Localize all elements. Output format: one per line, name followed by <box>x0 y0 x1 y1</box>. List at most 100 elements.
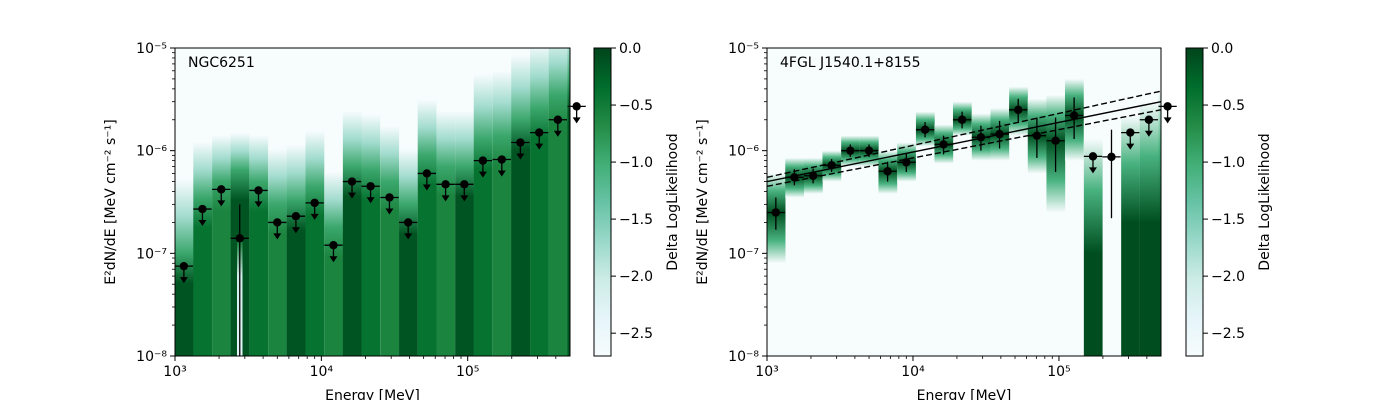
data-point <box>1046 117 1065 172</box>
point-marker <box>572 102 581 111</box>
upper-limit-arrow <box>460 195 469 202</box>
colorbar-tick-label: −2.0 <box>619 269 653 285</box>
y-axis-label: E²dN/dE [MeV cm⁻² s⁻¹] <box>695 119 711 284</box>
data-point <box>915 122 935 138</box>
likelihood-column <box>1158 88 1161 356</box>
upper-limit-arrow <box>535 143 544 150</box>
point-marker <box>771 208 781 217</box>
point-marker <box>347 177 357 186</box>
point-marker <box>329 241 338 250</box>
likelihood-column <box>342 111 362 356</box>
point-marker <box>497 155 507 164</box>
upper-limit-point <box>436 180 455 202</box>
point-marker <box>976 133 986 142</box>
point-marker <box>920 125 930 134</box>
point-marker <box>254 186 263 195</box>
upper-limit-point <box>268 218 287 240</box>
x-tick-label: 10³ <box>755 364 778 380</box>
point-marker <box>535 128 544 137</box>
upper-limit-point <box>548 115 567 137</box>
data-points <box>174 102 586 356</box>
upper-limit-arrow <box>254 201 263 208</box>
point-marker <box>441 180 450 189</box>
likelihood-column <box>305 130 325 356</box>
colorbar-tick-label: −0.5 <box>619 98 653 114</box>
upper-limit-arrow <box>516 153 525 160</box>
likelihood-heatmap <box>767 78 1161 356</box>
point-marker <box>864 146 874 155</box>
model-line-dashed <box>767 109 1161 187</box>
chart-panel-4fgl-j1540: 10³ 10⁴ 10⁵ 10⁻⁸ 10⁻⁷ 10⁻⁶ 10⁻⁵ 4FGL J1540.1+81… <box>695 41 1273 400</box>
data-point <box>230 204 249 356</box>
point-marker <box>366 182 375 191</box>
likelihood-column <box>1083 138 1103 356</box>
upper-limit-point <box>174 261 194 284</box>
colorbar-tick-label: −1.5 <box>1211 212 1245 228</box>
upper-limit-arrow <box>1163 117 1172 124</box>
data-points <box>766 97 1177 230</box>
upper-limit-arrow <box>553 130 562 137</box>
colorbar-tick-label: −1.0 <box>619 155 653 171</box>
colorbar-tick-label: −2.0 <box>1211 269 1245 285</box>
upper-limit-point <box>567 102 586 124</box>
point-marker <box>1051 136 1060 145</box>
colorbar-tick-label: −2.5 <box>619 326 653 342</box>
likelihood-column <box>567 48 570 356</box>
point-marker <box>902 158 911 167</box>
upper-limit-arrow <box>1088 167 1097 174</box>
data-point <box>897 152 916 172</box>
colorbar-tick-label: −0.5 <box>1211 98 1245 114</box>
data-point <box>971 125 991 151</box>
x-tick-label: 10³ <box>163 364 186 380</box>
upper-limit-arrow <box>366 197 375 204</box>
point-marker <box>995 129 1004 139</box>
point-marker <box>1163 102 1172 111</box>
point-marker <box>179 261 189 271</box>
upper-limit-point <box>286 211 306 234</box>
point-marker <box>1088 152 1098 161</box>
upper-limit-arrow <box>422 184 431 191</box>
upper-limit-point <box>361 182 380 204</box>
upper-limit-arrow <box>441 195 450 202</box>
point-marker <box>291 211 301 221</box>
likelihood-column <box>361 114 381 356</box>
likelihood-column <box>249 135 269 356</box>
point-marker <box>516 138 525 147</box>
point-marker <box>1069 111 1079 120</box>
upper-limit-point <box>511 138 530 160</box>
data-point <box>990 120 1009 149</box>
point-marker <box>478 156 488 165</box>
upper-limit-arrow <box>385 208 394 215</box>
colorbar-tick-label: −1.0 <box>1211 155 1245 171</box>
point-marker <box>1126 128 1135 137</box>
y-axis-label: E²dN/dE [MeV cm⁻² s⁻¹] <box>103 119 119 284</box>
likelihood-column <box>324 171 344 356</box>
point-marker <box>939 140 948 149</box>
upper-limit-point <box>342 177 362 199</box>
likelihood-column <box>193 142 213 356</box>
upper-limit-point <box>473 156 493 178</box>
upper-limit-arrow <box>1144 130 1153 137</box>
upper-limit-point <box>249 186 268 208</box>
upper-limit-arrow <box>404 233 413 240</box>
data-point <box>766 197 785 230</box>
upper-limit-point <box>455 180 474 202</box>
point-marker <box>808 171 818 180</box>
axes-frame <box>766 47 1162 357</box>
chart-panel-ngc6251: 10³ 10⁴ 10⁵ 10⁻⁸ 10⁻⁷ 10⁻⁶ 10⁻⁵ NGC6251 Energy [… <box>103 41 681 400</box>
upper-limit-point <box>417 169 437 191</box>
colorbar-tick-label: 0.0 <box>1211 41 1233 57</box>
colorbar: 0.0 −0.5 −1.0 −1.5 −2.0 −2.5 Delta LogLikeliho… <box>593 41 681 357</box>
y-tick-label: 10⁻⁷ <box>136 246 167 262</box>
data-point <box>841 144 860 157</box>
likelihood-column <box>1139 101 1159 356</box>
likelihood-column <box>286 144 306 356</box>
colorbar-tick-label: −1.5 <box>619 212 653 228</box>
upper-limit-arrow <box>179 277 188 284</box>
upper-limit-arrow <box>198 220 207 227</box>
point-marker <box>1107 152 1116 162</box>
y-tick-label: 10⁻⁸ <box>136 349 167 365</box>
upper-limit-arrow <box>1126 143 1135 150</box>
likelihood-column <box>530 48 549 356</box>
likelihood-column <box>548 48 568 356</box>
